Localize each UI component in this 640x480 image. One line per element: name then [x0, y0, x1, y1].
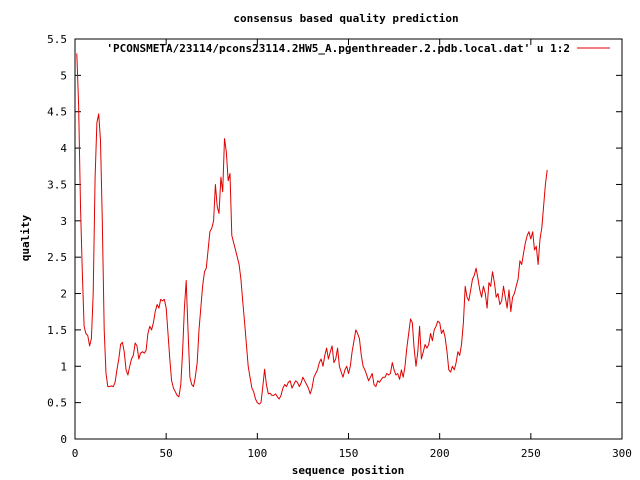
legend: 'PCONSMETA/23114/pcons23114.2HW5_A.pgent… — [106, 42, 610, 55]
y-tick-label: 3 — [60, 215, 67, 228]
plot-series — [76, 53, 548, 405]
x-tick-label: 300 — [612, 447, 632, 460]
chart-title: consensus based quality prediction — [233, 12, 458, 25]
x-tick-label: 100 — [247, 447, 267, 460]
y-tick-label: 5 — [60, 69, 67, 82]
y-tick-label: 4.5 — [47, 106, 67, 119]
y-tick-label: 5.5 — [47, 33, 67, 46]
y-tick-label: 0 — [60, 433, 67, 446]
x-tick-label: 0 — [72, 447, 79, 460]
x-tick-label: 50 — [160, 447, 173, 460]
x-tick-label: 150 — [339, 447, 359, 460]
x-axis-label: sequence position — [292, 464, 405, 477]
x-tick-label: 250 — [521, 447, 541, 460]
y-tick-label: 2 — [60, 288, 67, 301]
series-line — [76, 53, 548, 405]
legend-entry-label: 'PCONSMETA/23114/pcons23114.2HW5_A.pgent… — [106, 42, 570, 55]
y-tick-label: 0.5 — [47, 397, 67, 410]
y-tick-label: 4 — [60, 142, 67, 155]
y-tick-label: 1.5 — [47, 324, 67, 337]
y-tick-label: 1 — [60, 360, 67, 373]
axis-tick-labels: 0 50 100 150 200 250 300 0 0.5 1 1.5 2 2.5 3 3.5 4 4.5 5 5… — [47, 33, 632, 460]
plot-frame — [74, 38, 623, 440]
x-tick-label: 200 — [430, 447, 450, 460]
y-axis-label: quality — [19, 214, 32, 261]
y-tick-label: 2.5 — [47, 251, 67, 264]
y-tick-label: 3.5 — [47, 178, 67, 191]
